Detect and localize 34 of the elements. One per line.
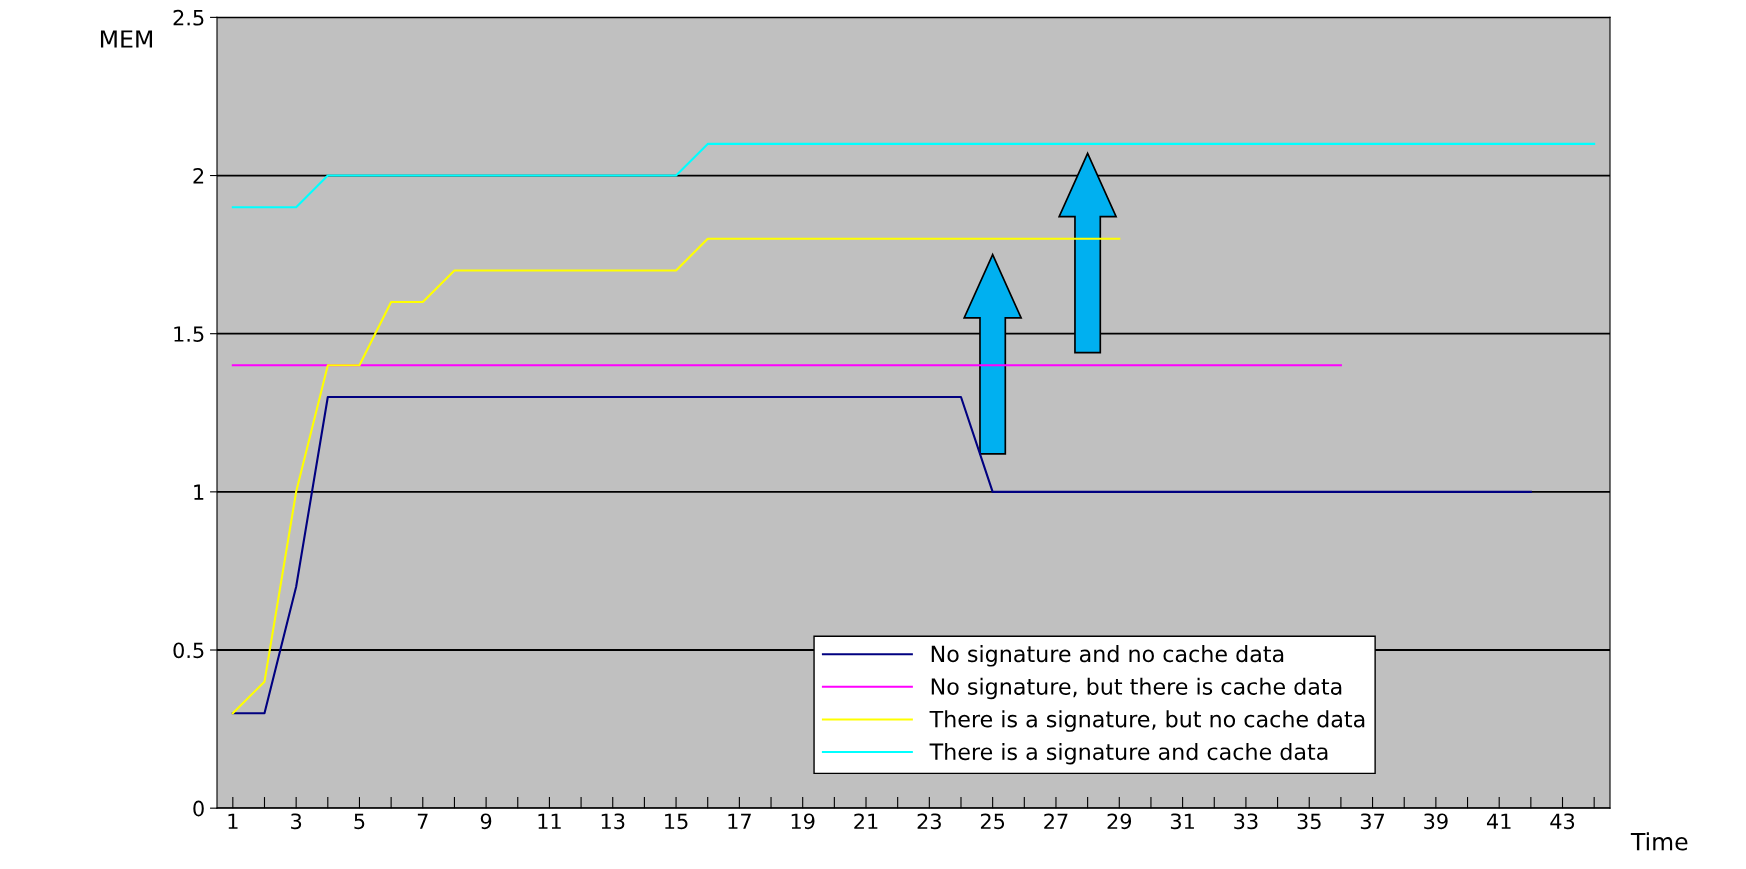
- y-tick-label: 1.5: [174, 326, 204, 342]
- x-tick-label: 35: [1297, 813, 1321, 830]
- legend-label: There is a signature and cache data: [929, 742, 1328, 765]
- x-tick-label: 3: [291, 813, 302, 830]
- x-tick-label: 33: [1234, 813, 1258, 830]
- x-tick-label: 7: [417, 813, 428, 829]
- x-tick-label: 31: [1170, 813, 1194, 830]
- x-tick-label: 23: [917, 813, 941, 830]
- x-tick-label: 17: [728, 813, 751, 829]
- y-tick-label: 1: [194, 484, 204, 500]
- x-tick-label: 5: [354, 813, 365, 830]
- x-tick-label: 13: [601, 813, 625, 830]
- x-tick-label: 21: [854, 813, 878, 829]
- legend-label: No signature and no cache data: [931, 645, 1284, 667]
- y-tick-label: 0.5: [173, 642, 204, 659]
- x-tick-label: 43: [1550, 813, 1575, 830]
- y-tick-label: 2.5: [173, 9, 204, 26]
- legend-label: There is a signature, but no cache data: [929, 710, 1365, 732]
- y-tick-label: 0: [193, 800, 204, 817]
- x-tick-label: 19: [791, 813, 815, 830]
- x-tick-label: 9: [480, 813, 492, 830]
- x-tick-label: 27: [1044, 813, 1068, 829]
- x-tick-label: 11: [538, 813, 561, 829]
- x-tick-label: 25: [980, 813, 1005, 830]
- x-tick-label: 29: [1107, 813, 1132, 830]
- x-tick-label: 39: [1424, 813, 1448, 830]
- x-tick-label: 37: [1360, 813, 1385, 830]
- x-tick-label: 1: [228, 813, 238, 829]
- y-axis-title: MEM: [100, 30, 153, 48]
- x-tick-label: 15: [665, 813, 688, 830]
- x-axis-title: Time: [1630, 832, 1688, 851]
- y-tick-label: 2: [193, 167, 204, 184]
- x-tick-label: 41: [1486, 813, 1511, 829]
- legend-label: No signature, but there is cache data: [931, 677, 1342, 700]
